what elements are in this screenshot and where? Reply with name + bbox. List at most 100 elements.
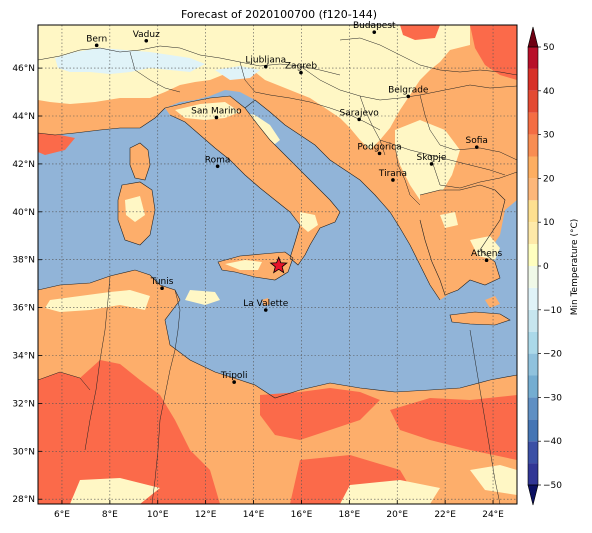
colorbar-tick-label: −10 [543, 306, 562, 316]
crete-land-field [450, 312, 510, 325]
colorbar-segment [528, 222, 538, 245]
lon-tick-label: 18°E [339, 510, 361, 520]
city-label: San Marino [191, 106, 242, 116]
city-dot [357, 117, 361, 122]
lon-tick-labels: 6°E 8°E 10°E 12°E 14°E 16°E 18°E 20°E 22°E 24°E [54, 500, 504, 520]
lat-tick-label: 36°N [12, 304, 35, 314]
africa-hot-patch-2 [260, 388, 380, 440]
africa-mild-patch-2 [185, 290, 220, 305]
city-dot [263, 308, 268, 312]
city-dot [214, 115, 219, 120]
lat-tick-label: 28°N [12, 495, 35, 505]
lat-tick-label: 42°N [12, 160, 35, 170]
coastlines [38, 95, 517, 399]
colorbar-over-extension [527, 26, 539, 48]
lon-tick-label: 16°E [291, 510, 313, 520]
city-dot [144, 39, 149, 43]
italy-mild-field [175, 102, 240, 120]
colorbar-segment [528, 244, 538, 266]
lat-tick-label: 38°N [12, 256, 35, 266]
map-panel: 6°E 8°E 10°E 12°E 14°E 16°E 18°E 20°E 22°E 24°E 2… [12, 21, 518, 520]
colorbar-segment [528, 200, 538, 223]
city-dot [160, 286, 164, 291]
country-borders [38, 37, 517, 504]
lat-tick-labels: 28°N 30°N 32°N 34°N 36°N 38°N 40°N 42°N 44°N 46°N [12, 64, 42, 505]
colorbar-tick-label: 50 [543, 43, 555, 53]
city-label: Athens [471, 249, 502, 259]
city-label: Skopje [417, 153, 447, 163]
europe-hot-patch-2 [400, 25, 440, 40]
lon-tick-label: 20°E [386, 510, 408, 520]
colorbar-segment [528, 397, 538, 420]
city-label: Vaduz [133, 30, 160, 40]
africa-mild-patch [45, 290, 150, 312]
lon-tick-label: 8°E [102, 510, 118, 520]
city-dot [377, 151, 382, 156]
city-label: Tunis [150, 277, 174, 287]
colorbar-tick-label: 40 [543, 87, 555, 97]
colorbar-under-extension [527, 484, 539, 506]
city-dot [429, 162, 434, 166]
city-dot [372, 30, 377, 34]
city-dot [263, 64, 268, 69]
lon-tick-label: 6°E [54, 510, 70, 520]
colorbar-segment [528, 112, 538, 135]
city-dot [474, 145, 479, 149]
lat-tick-label: 34°N [12, 352, 35, 362]
colorbar-segment [528, 353, 538, 376]
city-label: Sarajevo [340, 108, 380, 118]
lon-tick-label: 24°E [482, 510, 504, 520]
lat-tick-label: 40°N [12, 208, 35, 218]
africa-mild-patch-5 [470, 465, 517, 495]
colorbar-segment [528, 331, 538, 354]
colorbar-tick-label: −30 [543, 393, 562, 403]
city-label: Tripoli [220, 371, 248, 381]
africa-mild-patch-4 [340, 480, 440, 504]
lat-tick-label: 46°N [12, 64, 35, 74]
event-marker [269, 256, 288, 274]
city-dot [484, 258, 489, 262]
colorbar-segment [528, 156, 538, 179]
colorbar-segment [528, 68, 538, 91]
colorbar-tick-label: 20 [543, 174, 555, 184]
alps-cool-field [55, 48, 205, 74]
lat-tick-label: 32°N [12, 399, 35, 409]
colorbar-segment [528, 375, 538, 398]
aegean-island-1 [485, 296, 500, 308]
colorbar: 50 40 30 20 10 0 −10 −20 −30 −40 −50 [527, 26, 562, 506]
colorbar-segment [528, 47, 538, 69]
africa-mild-patch-3 [70, 478, 160, 504]
greece-land-field [420, 185, 505, 295]
city-label: La Valette [243, 299, 288, 309]
lat-tick-label: 44°N [12, 112, 35, 122]
sicily-mild-field [225, 260, 262, 270]
city-dot [232, 380, 236, 384]
colorbar-label: Min Temperature (°C) [570, 219, 580, 316]
lon-tick-label: 12°E [195, 510, 217, 520]
europe-hot-patch-3 [38, 133, 75, 155]
colorbar-segment [528, 178, 538, 201]
europe-hot-patch-1 [470, 25, 517, 80]
colorbar-tick-label: 10 [543, 218, 555, 228]
city-dot [391, 178, 395, 182]
city-label: Podgorica [357, 142, 401, 152]
city-label: Belgrade [388, 85, 429, 95]
colorbar-segment [528, 287, 538, 310]
colorbar-segment [528, 134, 538, 157]
star-icon [269, 256, 288, 274]
lon-tick-label: 22°E [434, 510, 456, 520]
city-dot [299, 70, 303, 75]
greece-mild-patch [470, 236, 500, 260]
africa-hot-patch-1 [38, 360, 220, 504]
corsica-land-field [130, 143, 150, 180]
colorbar-tick-label: 0 [543, 262, 549, 272]
colorbar-segment [528, 463, 538, 485]
lat-tick-label: 30°N [12, 447, 35, 457]
greece-mild-patch-2 [440, 212, 458, 228]
malta-land-field [262, 298, 270, 306]
italy-land-field [165, 96, 340, 265]
alps-cool-patch-2 [215, 66, 260, 80]
city-label: Tirana [378, 169, 407, 179]
